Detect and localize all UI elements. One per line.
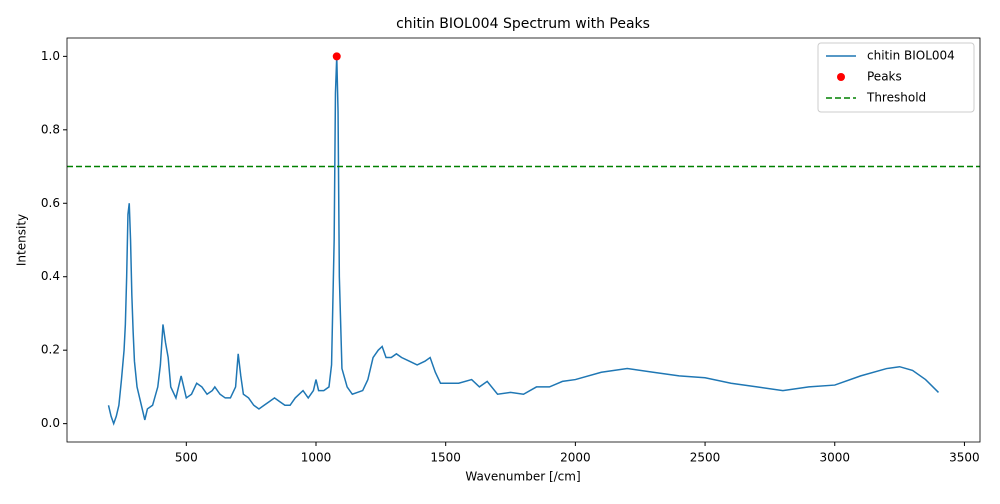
y-tick-label: 1.0 <box>41 49 60 63</box>
y-tick-label: 0.2 <box>41 343 60 357</box>
x-tick-label: 3000 <box>819 451 850 465</box>
x-axis-label: Wavenumber [/cm] <box>465 470 580 484</box>
peak-point <box>332 52 341 61</box>
y-tick-label: 0.0 <box>41 416 60 430</box>
legend-marker <box>837 73 845 81</box>
x-tick-label: 1000 <box>301 451 332 465</box>
x-tick-label: 1500 <box>430 451 461 465</box>
x-tick-label: 2500 <box>690 451 721 465</box>
legend-label: Threshold <box>866 91 926 105</box>
legend-label: chitin BIOL004 <box>867 49 955 63</box>
x-tick-label: 3500 <box>949 451 980 465</box>
y-tick-label: 0.4 <box>41 269 60 283</box>
spectrum-line <box>107 56 940 426</box>
x-tick-label: 2000 <box>560 451 591 465</box>
y-tick-label: 0.8 <box>41 122 60 136</box>
y-tick-label: 0.6 <box>41 196 60 210</box>
chart-title: chitin BIOL004 Spectrum with Peaks <box>396 16 650 32</box>
x-tick-label: 500 <box>175 451 198 465</box>
y-axis-label: Intensity <box>15 214 29 266</box>
legend-box <box>817 42 975 113</box>
legend-label: Peaks <box>867 70 902 84</box>
plot-frame <box>66 37 981 443</box>
